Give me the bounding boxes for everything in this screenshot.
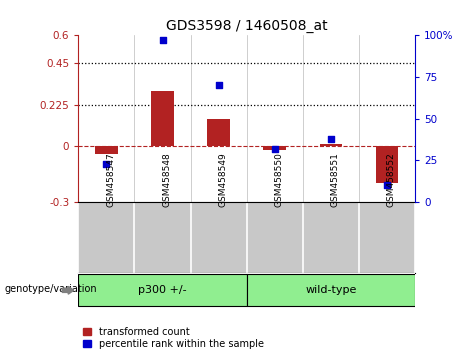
Title: GDS3598 / 1460508_at: GDS3598 / 1460508_at — [166, 19, 327, 33]
Text: p300 +/-: p300 +/- — [138, 285, 187, 295]
Bar — [319, 144, 342, 146]
Point — [383, 182, 390, 188]
Text: GSM458552: GSM458552 — [387, 153, 396, 207]
Text: GSM458547: GSM458547 — [106, 153, 115, 207]
Point — [327, 136, 334, 141]
Text: wild-type: wild-type — [305, 285, 356, 295]
Bar — [247, 274, 415, 306]
Bar — [376, 146, 398, 183]
Legend: transformed count, percentile rank within the sample: transformed count, percentile rank withi… — [83, 327, 264, 349]
Bar — [78, 274, 247, 306]
Bar — [207, 119, 230, 146]
Text: GSM458548: GSM458548 — [162, 153, 171, 207]
Point — [271, 146, 278, 152]
Point — [159, 38, 166, 43]
Text: GSM458549: GSM458549 — [219, 153, 228, 207]
Text: GSM458551: GSM458551 — [331, 153, 340, 207]
Text: GSM458550: GSM458550 — [275, 153, 284, 207]
Bar — [95, 146, 118, 154]
Bar — [151, 91, 174, 146]
Bar — [263, 146, 286, 150]
Point — [215, 82, 222, 88]
Text: genotype/variation: genotype/variation — [5, 284, 97, 293]
Point — [103, 161, 110, 166]
